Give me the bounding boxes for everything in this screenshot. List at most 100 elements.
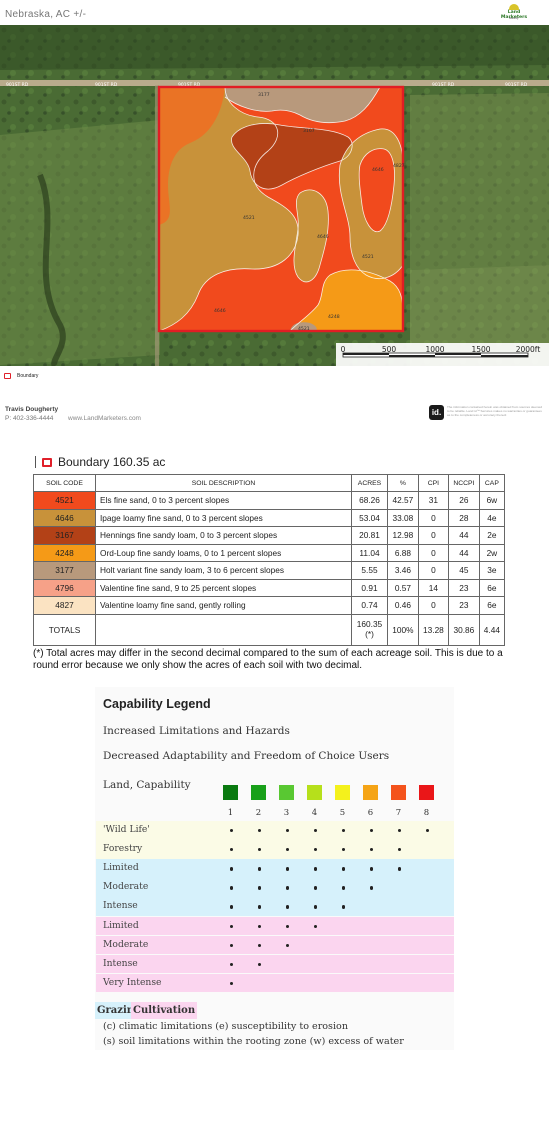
soil-label: 3167 — [303, 128, 315, 134]
soil-table-header: SOIL CODE SOIL DESCRIPTION ACRES % CPI N… — [33, 474, 506, 492]
totals-pct: 100% — [387, 613, 419, 646]
map-legend: Boundary — [4, 373, 38, 379]
capability-class-number: 1 — [227, 808, 234, 818]
agent-contact: Travis Dougherty P: 402-336-4444 www.Lan… — [5, 406, 141, 422]
soil-code-labels: 3177 3167 4827 4646 4521 4646 4521 4646 … — [214, 92, 405, 332]
nccpi-cell: 45 — [448, 561, 480, 580]
capability-dot — [257, 924, 262, 928]
scale-label: 500 — [382, 345, 397, 354]
soil-label: 4521 — [243, 215, 255, 221]
totals-nccpi: 30.86 — [448, 613, 480, 646]
capability-class-number: 8 — [423, 808, 430, 818]
capability-dot — [313, 924, 318, 928]
capability-dot — [229, 867, 234, 871]
soil-description-cell: Ord-Loup fine sandy loams, 0 to 1 percen… — [95, 543, 352, 562]
capability-line2: Decreased Adaptability and Freedom of Ch… — [103, 750, 390, 762]
soil-label: 4827 — [393, 163, 405, 169]
capability-class-number: 2 — [255, 808, 262, 818]
capability-row: Forestry — [96, 840, 454, 859]
soil-description-cell: Valentine fine sand, 9 to 25 percent slo… — [95, 578, 352, 597]
capability-class-swatch — [279, 785, 294, 800]
cultivation-label: Cultivation — [131, 1002, 198, 1019]
percent-cell: 3.46 — [387, 561, 419, 580]
capability-row: Moderate — [96, 935, 454, 955]
capability-note2: (s) soil limitations within the rooting … — [103, 1036, 404, 1047]
cap-cell: 6w — [478, 491, 506, 510]
soil-row: 3177 Holt variant fine sandy loam, 3 to 6… — [33, 561, 506, 580]
capability-class-swatch — [419, 785, 434, 800]
capability-dot — [257, 962, 262, 967]
col-header: CPI — [417, 474, 450, 492]
col-header: SOIL CODE — [33, 474, 96, 492]
capability-dot — [369, 886, 374, 890]
map-canvas: 901ST RD 901ST RD 901ST RD 901ST RD 901S… — [0, 25, 549, 366]
col-header: NCCPI — [448, 474, 480, 492]
capability-dot — [257, 867, 262, 871]
soil-row: 4827 Valentine loamy fine sand, gently ro… — [33, 596, 506, 615]
capability-class-swatch — [335, 785, 350, 800]
boundary-outline[interactable] — [157, 85, 405, 333]
capability-line1: Increased Limitations and Hazards — [103, 725, 290, 737]
capability-dot — [285, 829, 290, 833]
scale-label: 1000 — [425, 345, 444, 354]
capability-dot — [341, 905, 346, 909]
capability-dot — [397, 848, 402, 852]
land-capability-label: Land, Capability — [103, 779, 191, 791]
capability-dot — [257, 943, 262, 947]
soil-label: 4521 — [298, 326, 310, 332]
boundary-title: Boundary 160.35 ac — [35, 455, 165, 469]
road-label: 901ST RD — [432, 82, 455, 88]
percent-cell: 6.88 — [387, 543, 419, 562]
capability-dot — [285, 943, 290, 947]
aerial-soil-map[interactable]: 901ST RD 901ST RD 901ST RD 901ST RD 901S… — [0, 25, 549, 366]
scale-label: 0 — [341, 345, 346, 354]
capability-dot — [313, 848, 318, 852]
cap-cell: 6e — [478, 578, 506, 597]
capability-row: Limited — [96, 859, 454, 878]
page-header-title: Nebraska, AC +/- — [5, 9, 87, 20]
soil-row: 4646 Ipage loamy fine sand, 0 to 3 percen… — [33, 508, 506, 527]
nccpi-cell: 23 — [448, 596, 480, 615]
capability-row: Moderate — [96, 878, 454, 897]
capability-class-number: 6 — [367, 808, 374, 818]
capability-dot — [369, 829, 374, 833]
nccpi-cell: 44 — [448, 526, 480, 545]
road-label: 901ST RD — [95, 82, 118, 88]
acres-cell: 68.26 — [351, 491, 388, 510]
capability-dot — [425, 829, 430, 833]
road-label: 901ST RD — [505, 82, 528, 88]
soil-row: 4796 Valentine fine sand, 9 to 25 percent… — [33, 578, 506, 597]
soil-code-cell: 4521 — [33, 491, 96, 510]
cpi-cell: 0 — [417, 596, 450, 615]
soil-row: 4521 Els fine sand, 0 to 3 percent slopes… — [33, 491, 506, 510]
nccpi-cell: 44 — [448, 543, 480, 562]
capability-legend: Capability Legend Increased Limitations … — [95, 687, 454, 1050]
cpi-cell: 0 — [417, 526, 450, 545]
nccpi-cell: 23 — [448, 578, 480, 597]
capability-row-label: Forestry — [103, 843, 143, 855]
capability-dot — [369, 848, 374, 852]
capability-dot — [313, 829, 318, 833]
soil-table: SOIL CODE SOIL DESCRIPTION ACRES % CPI N… — [33, 474, 506, 646]
capability-row-label: Limited — [103, 919, 139, 931]
capability-dot — [229, 886, 234, 890]
cap-cell: 4e — [478, 508, 506, 527]
agent-website-link[interactable]: www.LandMarketers.com — [68, 414, 141, 422]
percent-cell: 0.57 — [387, 578, 419, 597]
soil-label: 4646 — [372, 167, 384, 173]
percent-cell: 12.98 — [387, 526, 419, 545]
boundary-icon — [4, 373, 11, 379]
soil-code-cell: 3167 — [33, 526, 96, 545]
soil-description-cell: Hennings fine sandy loam, 0 to 3 percent… — [95, 526, 352, 545]
capability-class-number: 7 — [395, 808, 402, 818]
nccpi-cell: 26 — [448, 491, 480, 510]
soil-code-cell: 4646 — [33, 508, 96, 527]
capability-dot — [313, 886, 318, 890]
cpi-cell: 0 — [417, 561, 450, 580]
capability-dot — [313, 905, 318, 909]
totals-cpi: 13.28 — [417, 613, 450, 646]
nccpi-cell: 28 — [448, 508, 480, 527]
agent-phone[interactable]: P: 402-336-4444 — [5, 415, 54, 422]
soil-description-cell: Ipage loamy fine sand, 0 to 3 percent sl… — [95, 508, 352, 527]
soil-code-cell: 4796 — [33, 578, 96, 597]
